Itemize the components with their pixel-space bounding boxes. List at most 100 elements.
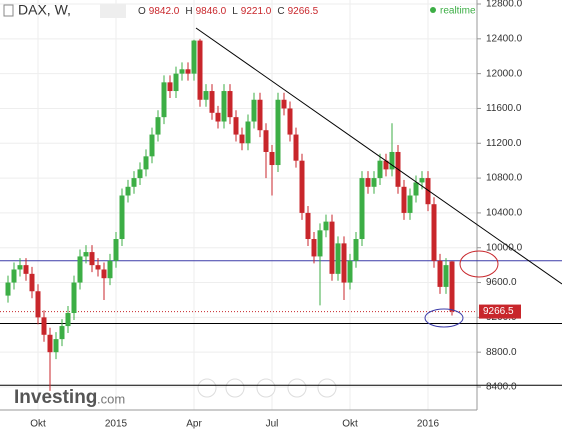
candle-body [323, 221, 329, 231]
candle-body [149, 134, 155, 157]
ohlc-key: L [232, 6, 238, 17]
candle-body [383, 160, 389, 170]
candle-body [353, 239, 359, 261]
watermark-text: Investing [14, 387, 97, 408]
candle-body [389, 151, 395, 170]
candle-body [365, 178, 371, 187]
candle-body [185, 69, 191, 74]
zoom-buttons [197, 378, 337, 398]
x-tick-label: Apr [186, 419, 202, 430]
candle-body [137, 169, 143, 179]
candle-body [407, 195, 413, 213]
candle-body [317, 230, 323, 257]
candle-body [431, 204, 437, 261]
candle-body [227, 91, 233, 118]
highlight-ellipse [459, 250, 499, 278]
header: DAX, W, O 9842.0 H 9846.0 L 9221.0 C 9266.5 rea… [3, 2, 476, 18]
candle-body [401, 186, 407, 213]
candle-body [107, 260, 113, 279]
candle-body [437, 260, 443, 287]
candle-body [143, 156, 149, 170]
y-tick-label: 8400.0 [486, 382, 517, 393]
x-tick-label: Okt [30, 419, 46, 430]
y-tick-label: 12000.0 [486, 68, 523, 79]
candle-body [245, 121, 251, 144]
ohlc-value: 9842.0 [149, 6, 180, 17]
candle-body [341, 243, 347, 283]
price-tag [479, 304, 521, 319]
candle-body [125, 186, 131, 196]
candle-body [269, 151, 275, 166]
candle-body [425, 178, 431, 205]
button[interactable] [197, 378, 217, 398]
ohlc-key: H [185, 6, 192, 17]
y-tick-label: 10000.0 [486, 242, 523, 253]
ohlc-value: 9221.0 [241, 6, 272, 17]
y-tick-label: 11200.0 [486, 138, 522, 149]
candle-body [299, 160, 305, 213]
y-tick-label: 12800.0 [486, 0, 523, 10]
y-tick-label: 11600.0 [486, 103, 522, 114]
candle-body [197, 40, 203, 100]
watermark: Investing .com [14, 387, 125, 408]
x-tick-label: Okt [342, 419, 358, 430]
candle-body [101, 269, 107, 279]
y-tick-label: 8800.0 [486, 347, 517, 358]
candle-body [257, 99, 263, 131]
x-tick-label: 2015 [105, 419, 128, 430]
ohlc-value: 9846.0 [196, 6, 227, 17]
candle-body [251, 99, 257, 122]
status-dot [430, 7, 436, 13]
candle-body [161, 82, 167, 118]
candle-body [53, 339, 59, 353]
ohlc-value: 9266.5 [288, 6, 319, 17]
candle-body [119, 195, 125, 240]
candle-body [71, 282, 77, 314]
highlight-ellipse [424, 308, 464, 328]
candle-body [95, 265, 101, 270]
button[interactable] [256, 378, 276, 398]
candle-body [377, 160, 383, 179]
candle-body [113, 239, 119, 261]
candle-body [35, 291, 41, 318]
x-tick-label: Jul [266, 419, 279, 430]
candle-body [167, 82, 173, 92]
candle-body [329, 221, 335, 274]
candle-body [209, 91, 215, 113]
candle-body [371, 178, 377, 187]
symbol: DAX, W, [18, 2, 71, 18]
status: realtime [440, 6, 476, 17]
candle-body [359, 178, 365, 240]
candle-body [191, 40, 197, 74]
candle-body [11, 269, 17, 283]
candle-body [17, 265, 23, 270]
candle-body [173, 73, 179, 92]
candle-body [263, 130, 269, 152]
candle-body [311, 239, 317, 257]
candle-body [215, 112, 221, 122]
ohlc-key: C [277, 6, 284, 17]
y-tick-label: 9600.0 [486, 277, 517, 288]
candle-body [89, 252, 95, 266]
candle-body [287, 108, 293, 135]
candle-body [239, 134, 245, 144]
button[interactable] [225, 378, 245, 398]
candle-body [5, 282, 11, 296]
button[interactable] [287, 378, 307, 398]
button[interactable] [317, 378, 337, 398]
candle-body [83, 252, 89, 257]
candle-body [293, 134, 299, 161]
candle-body [47, 334, 53, 353]
price-tag-label: 9266.5 [483, 306, 514, 317]
settings-button[interactable] [100, 4, 126, 18]
x-tick-label: 2016 [417, 419, 440, 430]
candle-body [335, 243, 341, 274]
candle-body [77, 256, 83, 283]
candle-body [179, 69, 185, 74]
ohlc-legend: O 9842.0 H 9846.0 L 9221.0 C 9266.5 [138, 6, 319, 17]
candle-body [233, 117, 239, 135]
icon [3, 4, 14, 17]
candle-body [131, 178, 137, 187]
candle-body [413, 182, 419, 196]
